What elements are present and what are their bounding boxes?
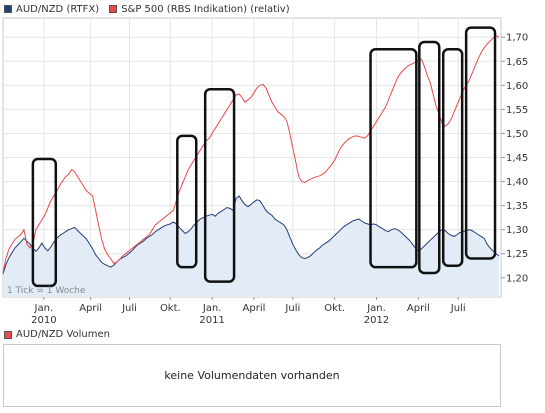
highlight-box xyxy=(418,40,441,275)
highlight-box xyxy=(176,134,198,269)
legend-label-sp500: S&P 500 (RBS Indikation) (relativ) xyxy=(121,3,290,15)
x-tick-label: Jan. xyxy=(202,303,222,314)
x-tick-label: Okt. xyxy=(324,303,345,314)
highlight-box xyxy=(441,48,464,267)
x-tick-label: April xyxy=(79,303,102,314)
highlight-boxes xyxy=(31,26,497,288)
x-tick-label: Juli xyxy=(284,303,300,314)
frequency-label: 1 Tick = 1 Woche xyxy=(7,286,86,296)
volume-panel: keine Volumendaten vorhanden xyxy=(3,344,501,407)
legend: AUD/NZD (RTFX) S&P 500 (RBS Indikation) … xyxy=(4,2,300,16)
highlight-box xyxy=(31,157,58,288)
y-tick-label: 1,55 xyxy=(506,105,528,116)
legend-label-aud-nzd: AUD/NZD (RTFX) xyxy=(16,3,100,15)
y-axis: 1,20 1,25 1,30 1,35 1,40 1,45 1,50 1,55 1,60 1,65… xyxy=(501,33,528,284)
legend-item-aud-nzd[interactable]: AUD/NZD (RTFX) xyxy=(4,4,99,15)
x-year-label: 2010 xyxy=(31,315,56,326)
aud-nzd-area xyxy=(3,196,499,297)
x-tick-label: April xyxy=(407,303,430,314)
y-tick-label: 1,70 xyxy=(506,33,528,44)
x-tick-label: Juli xyxy=(121,303,137,314)
volume-message: keine Volumendaten vorhanden xyxy=(164,369,340,382)
y-tick-label: 1,30 xyxy=(506,225,528,236)
y-tick-label: 1,40 xyxy=(506,177,528,188)
y-tick-label: 1,50 xyxy=(506,129,528,140)
legend-item-sp500[interactable]: S&P 500 (RBS Indikation) (relativ) xyxy=(109,3,290,15)
highlight-box xyxy=(369,48,418,269)
highlight-box xyxy=(464,26,497,260)
y-tick-label: 1,35 xyxy=(506,201,528,212)
y-tick-label: 1,60 xyxy=(506,81,528,92)
main-chart: 1,20 1,25 1,30 1,35 1,40 1,45 1,50 1,55 1,60 1,65… xyxy=(2,17,528,326)
legend-swatch-sp500 xyxy=(109,5,118,13)
x-year-label: 2012 xyxy=(364,315,389,326)
volume-legend[interactable]: AUD/NZD Volumen xyxy=(4,329,110,340)
y-tick-label: 1,65 xyxy=(506,57,528,68)
volume-legend-swatch xyxy=(4,330,12,339)
x-tick-label: Juli xyxy=(450,303,466,314)
volume-legend-label: AUD/NZD Volumen xyxy=(16,329,110,340)
x-year-label: 2011 xyxy=(199,315,224,326)
y-tick-label: 1,45 xyxy=(506,153,528,164)
x-tick-label: Okt. xyxy=(160,303,181,314)
x-tick-label: Jan. xyxy=(366,303,386,314)
highlight-box xyxy=(203,87,236,283)
x-tick-label: April xyxy=(243,303,266,314)
x-tick-label: Jan. xyxy=(34,303,54,314)
y-tick-label: 1,20 xyxy=(506,273,528,284)
legend-swatch-aud-nzd xyxy=(4,5,12,13)
y-tick-label: 1,25 xyxy=(506,249,528,260)
